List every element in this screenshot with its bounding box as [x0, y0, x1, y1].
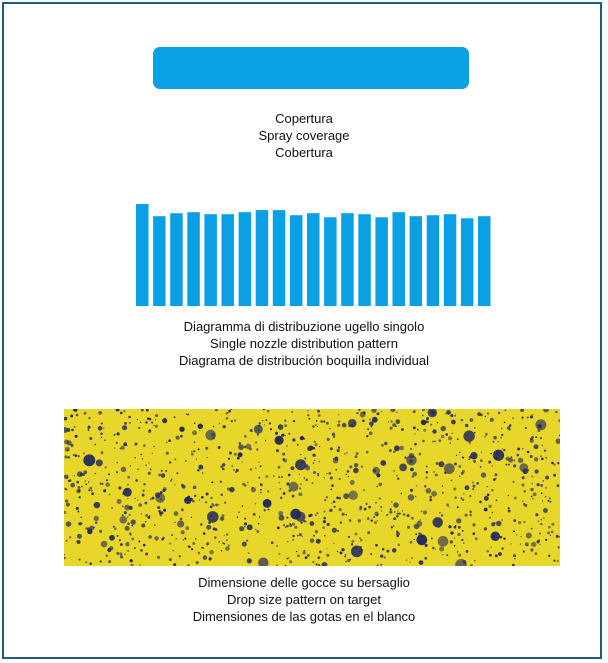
drops-caption: Dimensione delle gocce su bersaglio Drop… — [0, 574, 608, 625]
distribution-bar — [289, 215, 303, 306]
distribution-bar — [392, 212, 405, 306]
distribution-bar — [341, 213, 354, 306]
distribution-caption-spanish: Diagrama de distribución boquilla indivi… — [178, 353, 430, 368]
coverage-caption-italian: Copertura — [275, 111, 333, 126]
distribution-bar — [153, 216, 166, 306]
drops-caption-english: Drop size pattern on target — [227, 592, 381, 607]
distribution-bar — [460, 218, 474, 306]
distribution-bar — [307, 213, 320, 306]
distribution-bar — [221, 214, 234, 306]
distribution-caption-english: Single nozzle distribution pattern — [210, 336, 398, 351]
distribution-bar — [478, 216, 491, 306]
distribution-bar — [375, 217, 388, 306]
distribution-bar — [324, 217, 337, 306]
distribution-bar — [426, 215, 440, 306]
distribution-bar — [170, 213, 183, 306]
drop-dots — [64, 409, 560, 566]
drop-size-target-image — [64, 409, 560, 566]
coverage-caption: Copertura Spray coverage Cobertura — [0, 110, 608, 161]
drops-caption-italian: Dimensione delle gocce su bersaglio — [198, 575, 410, 590]
distribution-bar — [255, 210, 269, 306]
distribution-bar-chart — [136, 204, 491, 306]
distribution-caption-italian: Diagramma di distribuzione ugello singol… — [183, 319, 425, 334]
coverage-caption-english: Spray coverage — [258, 128, 350, 143]
distribution-bar — [409, 216, 423, 306]
distribution-bar — [187, 212, 200, 306]
distribution-caption: Diagramma di distribuzione ugello singol… — [0, 318, 608, 369]
coverage-caption-spanish: Cobertura — [275, 145, 333, 160]
drops-caption-spanish: Dimensiones de las gotas en el blanco — [192, 609, 416, 624]
distribution-bar — [136, 204, 149, 306]
distribution-bar — [443, 214, 457, 306]
distribution-bar — [272, 210, 286, 306]
spray-coverage-bar — [153, 47, 469, 89]
distribution-bar — [204, 214, 217, 306]
distribution-bar — [238, 212, 252, 306]
distribution-bar — [358, 214, 371, 306]
